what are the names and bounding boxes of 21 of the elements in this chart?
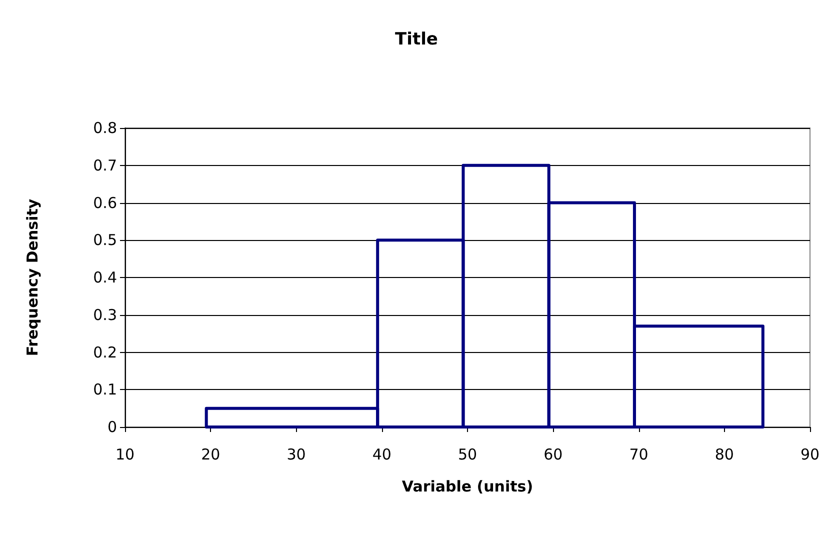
y-tick-label: 0.2 (93, 343, 117, 362)
x-tick-label: 60 (544, 446, 563, 464)
x-tick-label: 40 (372, 446, 392, 464)
y-tick-label: 0.1 (93, 380, 117, 399)
y-tick-label: 0.3 (93, 306, 117, 324)
x-tick-label: 80 (714, 446, 734, 464)
y-tick-label: 0.7 (93, 156, 117, 174)
y-tick-label: 0.5 (93, 231, 117, 250)
x-axis-title: Variable (units) (402, 478, 534, 496)
chart-title: Title (395, 30, 438, 50)
x-tick-label: 20 (201, 446, 220, 464)
y-tick-label: 0.4 (93, 268, 117, 286)
y-tick-label: 0.8 (93, 119, 117, 137)
y-tick-label: 0.6 (93, 194, 117, 212)
y-axis-title: Frequency Density (24, 198, 42, 356)
y-tick-label: 0 (107, 418, 117, 436)
x-tick-label: 10 (115, 446, 135, 464)
x-tick-label: 70 (629, 446, 648, 464)
x-tick-label: 90 (800, 446, 820, 464)
x-tick-label: 30 (286, 446, 306, 464)
x-tick-label: 50 (458, 446, 478, 464)
